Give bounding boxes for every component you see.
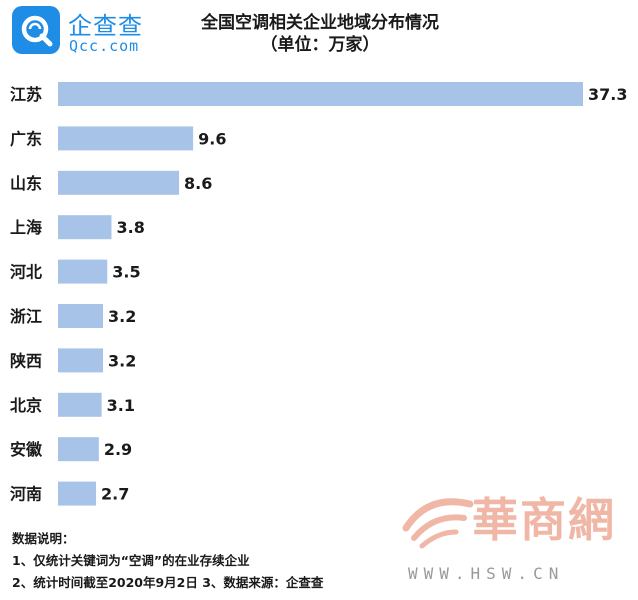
notes-line-1: 1、仅统计关键词为“空调”的在业存续企业	[12, 553, 250, 568]
bar	[58, 437, 99, 462]
bar	[58, 392, 102, 417]
notes-heading: 数据说明：	[12, 531, 75, 546]
hsw-watermark: 華商網 WWW.HSW.CN	[398, 484, 628, 594]
logo-text-en: Qcc.com	[69, 37, 140, 55]
bar	[58, 481, 97, 506]
bar	[58, 304, 104, 328]
bar	[58, 348, 104, 373]
hsw-logo-mark	[402, 498, 474, 549]
data-label: 2.7	[101, 485, 129, 504]
data-notes: 数据说明： 1、仅统计关键词为“空调”的在业存续企业 2、统计时间截至2020年…	[12, 528, 323, 594]
bar	[58, 82, 583, 106]
notes-line-2: 2、统计时间截至2020年9月2日 3、数据来源：企查查	[12, 575, 324, 590]
data-label: 9.6	[198, 129, 226, 148]
chart-title: 全国空调相关企业地域分布情况	[201, 13, 439, 33]
qcc-logo: 企查查 Qcc.com	[12, 4, 162, 56]
chart-subtitle: （单位：万家）	[260, 35, 380, 55]
category-label: 浙江	[10, 307, 42, 326]
category-label: 陕西	[10, 351, 42, 370]
data-label: 2.9	[104, 440, 132, 459]
data-label: 37.3	[588, 85, 627, 104]
category-label: 山东	[10, 174, 42, 193]
category-label: 广东	[10, 129, 42, 148]
data-label: 8.6	[184, 174, 212, 193]
bar-chart: 江苏 37.3 广东 9.6 山东 8.6 上海 3.8 河北 3.5 浙江 3.2 陕西 3.2 北京 3.…	[10, 82, 627, 506]
category-label: 上海	[10, 218, 42, 237]
watermark-text-en: WWW.HSW.CN	[408, 564, 565, 583]
data-label: 3.8	[116, 218, 144, 237]
category-label: 河南	[10, 485, 42, 504]
data-label: 3.2	[108, 307, 136, 326]
data-label: 3.2	[108, 351, 136, 370]
bar	[58, 126, 194, 151]
data-label: 3.5	[112, 263, 140, 282]
category-label: 河北	[10, 263, 42, 282]
watermark-text-cn: 華商網	[472, 493, 616, 547]
category-label: 北京	[10, 396, 42, 415]
qcc-logo-icon	[12, 6, 60, 54]
bar	[58, 215, 112, 240]
category-label: 江苏	[10, 85, 42, 104]
bar	[58, 259, 108, 284]
category-label: 安徽	[10, 440, 43, 459]
bar	[58, 170, 180, 195]
logo-text-cn: 企查查	[68, 12, 143, 40]
data-label: 3.1	[107, 396, 135, 415]
